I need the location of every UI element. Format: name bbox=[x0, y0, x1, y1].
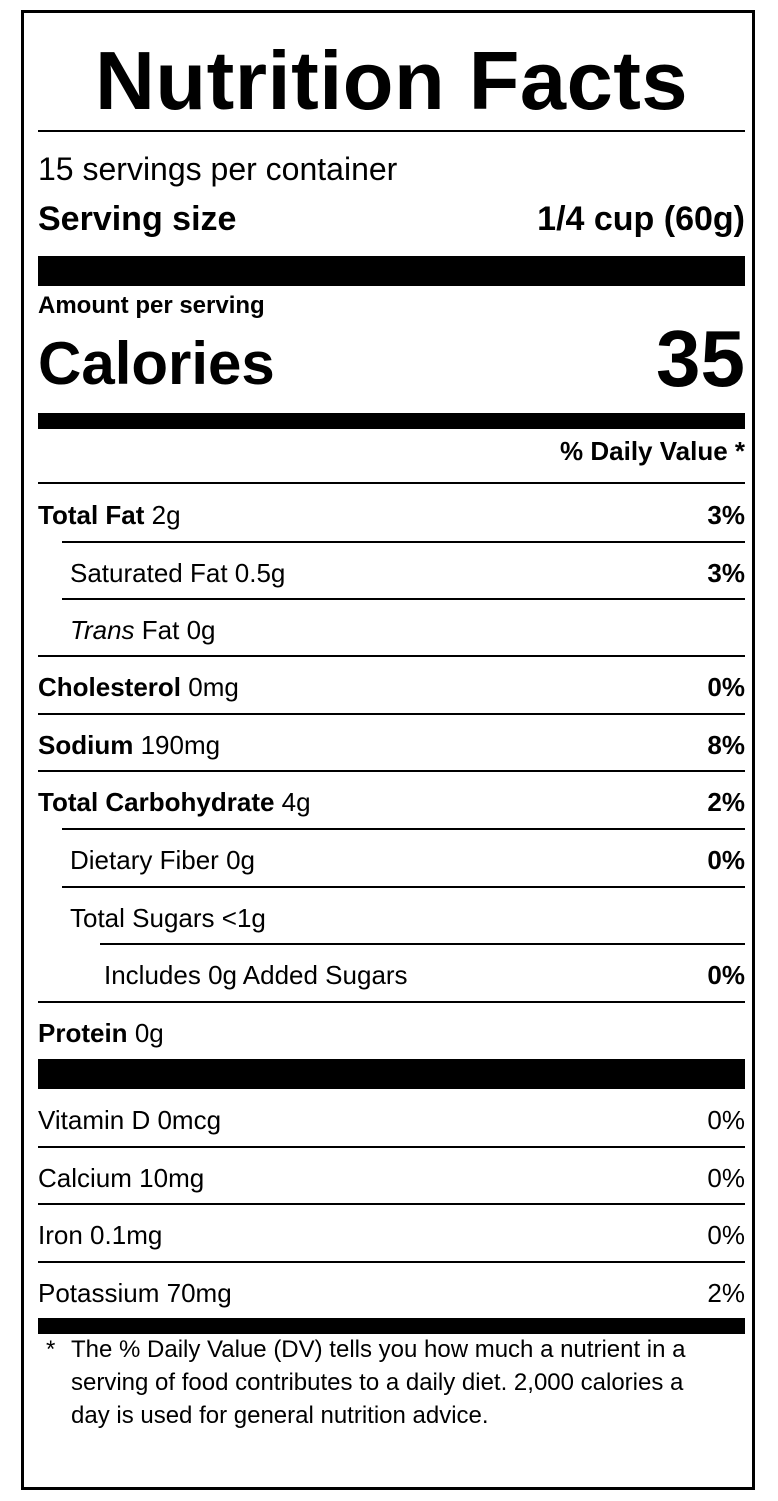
amount-per-serving: Amount per serving bbox=[38, 292, 265, 319]
nutrient-dv: 8% bbox=[707, 729, 745, 760]
nutrient-amount: 0g bbox=[134, 1017, 164, 1048]
nutrient-row-protein: Protein 0g bbox=[38, 1013, 745, 1053]
divider bbox=[38, 482, 745, 484]
vitamin-name: Calcium bbox=[38, 1162, 132, 1193]
vitamin-amount: 70mg bbox=[166, 1277, 232, 1308]
vitamin-amount: 0mcg bbox=[157, 1104, 222, 1135]
nutrient-name: Total Carbohydrate bbox=[38, 786, 275, 817]
nutrient-name: Dietary Fiber bbox=[70, 844, 219, 875]
nutrient-amount: 2g bbox=[151, 499, 181, 530]
vitamin-row-calcium: Calcium 10mg 0% bbox=[38, 1158, 745, 1198]
label-content: Nutrition Facts 15 servings per containe… bbox=[38, 13, 745, 1487]
vitamin-name: Potassium bbox=[38, 1277, 160, 1308]
nutrient-row-sodium: Sodium 190mg 8% bbox=[38, 725, 745, 765]
vitamin-dv: 0% bbox=[707, 1104, 745, 1135]
divider bbox=[62, 541, 745, 543]
nutrient-amount: 190mg bbox=[140, 729, 221, 760]
vitamin-row-vitamin-d: Vitamin D 0mcg 0% bbox=[38, 1100, 745, 1140]
vitamin-row-potassium: Potassium 70mg 2% bbox=[38, 1273, 745, 1313]
nutrient-name: Includes 0g Added Sugars bbox=[104, 959, 408, 990]
nutrient-row-added-sugars: Includes 0g Added Sugars 0% bbox=[38, 955, 745, 995]
nutrient-amount: 4g bbox=[281, 786, 311, 817]
divider bbox=[38, 130, 745, 132]
divider bbox=[100, 943, 745, 945]
nutrient-row-trans-fat: Trans Fat 0g bbox=[38, 610, 745, 650]
vitamin-dv: 2% bbox=[707, 1277, 745, 1308]
nutrient-dv: 3% bbox=[707, 557, 745, 588]
nutrient-amount: 0mg bbox=[188, 671, 239, 702]
nutrition-facts-label: Nutrition Facts 15 servings per containe… bbox=[21, 10, 755, 1490]
nutrient-amount: 0g bbox=[186, 614, 216, 645]
divider bbox=[38, 1261, 745, 1263]
divider bbox=[38, 713, 745, 715]
nutrient-dv: 0% bbox=[707, 844, 745, 875]
nutrient-amount: 0g bbox=[226, 844, 255, 875]
footnote-text: The % Daily Value (DV) tells you how muc… bbox=[71, 1336, 686, 1429]
footnote-asterisk: * bbox=[46, 1336, 56, 1363]
serving-size-row: Serving size 1/4 cup (60g) bbox=[38, 197, 745, 241]
medium-divider bbox=[38, 413, 745, 429]
nutrient-dv: 3% bbox=[707, 499, 745, 530]
nutrient-name: Total Fat bbox=[38, 499, 145, 530]
nutrient-name: Trans bbox=[70, 614, 135, 645]
divider bbox=[38, 1203, 745, 1205]
nutrient-name: Sodium bbox=[38, 729, 134, 760]
nutrient-dv: 2% bbox=[707, 786, 745, 817]
nutrient-name: Total Sugars bbox=[70, 902, 215, 933]
nutrient-row-cholesterol: Cholesterol 0mg 0% bbox=[38, 667, 745, 707]
label-title: Nutrition Facts bbox=[94, 34, 689, 127]
divider bbox=[62, 886, 745, 888]
divider bbox=[38, 655, 745, 657]
nutrient-name: Protein bbox=[38, 1017, 128, 1048]
vitamin-name: Iron bbox=[38, 1219, 83, 1250]
vitamin-name: Vitamin D bbox=[38, 1104, 151, 1135]
nutrient-dv: 0% bbox=[707, 671, 745, 702]
calories-label: Calories bbox=[38, 330, 275, 397]
nutrient-name: Saturated Fat bbox=[70, 557, 228, 588]
nutrient-amount: <1g bbox=[221, 902, 266, 933]
divider bbox=[38, 1146, 745, 1148]
nutrient-name-rest: Fat bbox=[141, 614, 180, 645]
vitamin-dv: 0% bbox=[707, 1219, 745, 1250]
footnote: * The % Daily Value (DV) tells you how m… bbox=[46, 1333, 725, 1432]
servings-per-container: 15 servings per container bbox=[38, 151, 398, 187]
divider bbox=[62, 598, 745, 600]
thick-divider bbox=[38, 256, 745, 286]
divider bbox=[62, 828, 745, 830]
thick-divider bbox=[38, 1059, 745, 1089]
nutrient-row-saturated-fat: Saturated Fat 0.5g 3% bbox=[38, 553, 745, 593]
calories-row: Calories 35 bbox=[38, 319, 745, 399]
divider bbox=[38, 1001, 745, 1003]
daily-value-header: % Daily Value * bbox=[560, 436, 745, 466]
serving-size-value: 1/4 cup (60g) bbox=[537, 199, 745, 238]
nutrient-dv: 0% bbox=[707, 959, 745, 990]
nutrient-amount: 0.5g bbox=[234, 557, 286, 588]
nutrient-row-total-fat: Total Fat 2g 3% bbox=[38, 495, 745, 535]
vitamin-amount: 0.1mg bbox=[90, 1219, 163, 1250]
divider bbox=[38, 770, 745, 772]
nutrient-row-total-sugars: Total Sugars <1g bbox=[38, 898, 745, 938]
calories-value: 35 bbox=[656, 314, 745, 403]
nutrient-row-total-carbohydrate: Total Carbohydrate 4g 2% bbox=[38, 782, 745, 822]
vitamin-row-iron: Iron 0.1mg 0% bbox=[38, 1215, 745, 1255]
serving-size-label: Serving size bbox=[38, 199, 237, 238]
vitamin-amount: 10mg bbox=[139, 1162, 205, 1193]
nutrient-name: Cholesterol bbox=[38, 671, 182, 702]
nutrient-row-dietary-fiber: Dietary Fiber 0g 0% bbox=[38, 840, 745, 880]
medium-divider bbox=[38, 1318, 745, 1334]
vitamin-dv: 0% bbox=[707, 1162, 745, 1193]
